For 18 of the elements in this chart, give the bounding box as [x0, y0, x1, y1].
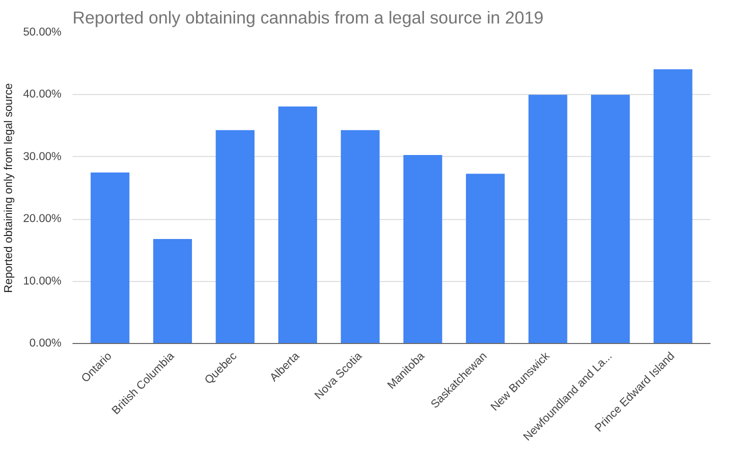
y-tick-label: 40.00%: [23, 88, 62, 101]
bar: [466, 174, 505, 344]
bar: [90, 172, 130, 344]
y-tick-label: 10.00%: [23, 275, 62, 288]
bar: [403, 155, 442, 344]
bar: [216, 130, 255, 344]
bar: [153, 239, 192, 344]
bar: [340, 130, 380, 344]
y-tick-label: 20.00%: [23, 213, 62, 226]
chart-title: Reported only obtaining cannabis from a legal source in 2019: [72, 8, 544, 28]
bar: [278, 106, 318, 344]
bar: [528, 94, 568, 344]
bar: [591, 94, 630, 344]
y-tick-label: 0.00%: [29, 338, 62, 350]
bar: [654, 69, 692, 344]
y-tick-label: 50.00%: [23, 26, 62, 38]
y-axis-title: Reported obtaining only from legal source: [3, 83, 16, 293]
y-tick-label: 30.00%: [23, 150, 62, 163]
